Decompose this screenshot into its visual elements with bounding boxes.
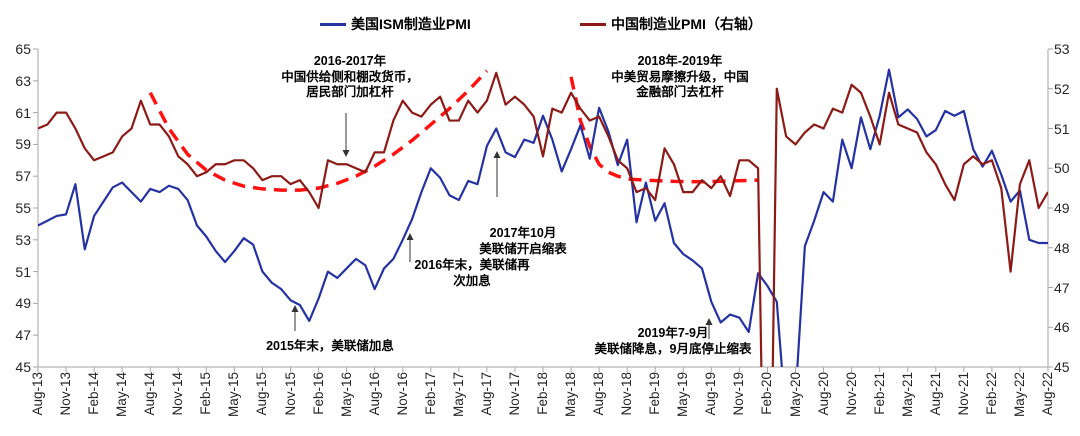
annotation-line: 2017年10月 — [489, 226, 557, 240]
arrowhead-icon — [342, 150, 350, 157]
x-axis-tick-label: May-21 — [899, 372, 915, 418]
chart-legend: 美国ISM制造业PMI 中国制造业PMI（右轴） — [0, 0, 1080, 34]
annotation-line: 2018年-2019年 — [637, 54, 723, 68]
x-axis-tick-label: Aug-15 — [254, 372, 270, 416]
us-series-swatch-icon — [320, 22, 346, 26]
x-axis-tick-label: Feb-21 — [871, 372, 887, 415]
annotation-arrows — [291, 113, 713, 339]
left-axis-tick-label: 45 — [15, 359, 31, 375]
arrowhead-icon — [291, 305, 299, 312]
right-axis-tick-label: 50 — [1054, 160, 1070, 177]
x-axis-tick-label: Aug-22 — [1040, 372, 1055, 416]
x-axis-tick-label: May-22 — [1011, 372, 1027, 418]
x-axis-tick-label: Feb-22 — [983, 372, 999, 415]
right-axis-tick-label: 49 — [1054, 200, 1070, 216]
china-pmi-trend-2014-2017 — [148, 69, 489, 192]
left-axis-tick-label: 59 — [15, 136, 31, 153]
x-axis-tick-label: Aug-13 — [30, 372, 45, 416]
annotation-5: 2015年末，美联储加息 — [180, 339, 480, 355]
arrowhead-icon — [493, 151, 501, 158]
arrowhead-icon — [705, 318, 713, 325]
annotation-line: 美联储开启缩表 — [479, 241, 567, 256]
china-series-swatch-icon — [580, 22, 606, 26]
x-axis-tick-label: May-20 — [787, 372, 803, 418]
annotation-line: 2016年末，美联储再 — [414, 258, 530, 272]
annotation-4: 2016年末，美联储再 次加息 — [322, 258, 622, 289]
annotation-line: 次加息 — [453, 273, 491, 288]
annotation-line: 中美贸易摩擦升级，中国 — [611, 69, 749, 84]
right-axis-tick-label: 52 — [1054, 80, 1070, 97]
right-axis-tick-label: 47 — [1054, 279, 1070, 296]
left-axis-tick-label: 57 — [15, 168, 31, 185]
x-axis-tick-label: Aug-16 — [366, 372, 382, 416]
x-axis-tick-label: Nov-19 — [731, 372, 747, 416]
x-axis-tick-label: Aug-20 — [815, 372, 831, 416]
x-axis-tick-label: Aug-14 — [142, 372, 158, 416]
x-axis-tick-label: Feb-15 — [198, 372, 214, 415]
china-pmi-trend-2018-2019 — [569, 76, 759, 184]
left-axis-tick-label: 53 — [15, 231, 31, 248]
x-axis-tick-label: May-16 — [338, 372, 354, 418]
right-axis-tick-label: 45 — [1054, 359, 1070, 375]
left-axis-tick-label: 47 — [15, 327, 31, 344]
arrowhead-icon — [406, 233, 414, 240]
x-axis-tick-label: Nov-13 — [58, 372, 74, 416]
annotation-line: 金融部门去杠杆 — [636, 85, 724, 99]
right-axis-tick-label: 46 — [1054, 319, 1070, 336]
x-axis-tick-label: Aug-18 — [591, 372, 607, 416]
annotation-line: 2016-2017年 — [313, 54, 387, 68]
us-ism-pmi-line — [38, 68, 1048, 367]
left-axis-tick-label: 55 — [15, 200, 31, 216]
right-axis-tick-label: 53 — [1054, 41, 1070, 57]
x-axis-tick-label: Nov-16 — [394, 372, 410, 416]
left-axis-tick-label: 49 — [15, 295, 31, 312]
series-lines — [38, 68, 1048, 367]
x-axis-tick-label: Feb-16 — [310, 372, 326, 415]
legend-item-us-ism-pmi: 美国ISM制造业PMI — [320, 14, 471, 34]
x-axis-tick-label: Nov-14 — [170, 372, 186, 416]
left-axis-tick-label: 63 — [15, 72, 31, 89]
x-axis-tick-label: Nov-21 — [955, 372, 971, 416]
x-axis-tick-label: Nov-20 — [843, 372, 859, 416]
x-axis-tick-label: Aug-17 — [478, 372, 494, 416]
annotation-line: 居民部门加杠杆 — [306, 85, 394, 99]
x-axis-tick-label: May-14 — [114, 372, 130, 418]
annotation-6: 2019年7-9月 美联储降息，9月底停止缩表 — [523, 326, 823, 357]
x-axis-tick-label: Feb-18 — [535, 372, 550, 415]
x-axis-tick-label: Feb-14 — [86, 372, 102, 415]
x-axis-tick-label: May-19 — [675, 372, 691, 418]
annotation-line: 2019年7-9月 — [637, 326, 709, 340]
x-axis-tick-label: Feb-20 — [759, 372, 775, 415]
x-axis-tick-label: May-18 — [563, 372, 579, 418]
left-axis-tick-label: 61 — [15, 104, 31, 121]
annotation-1: 2016-2017年 中国供给侧和棚改货币， 居民部门加杠杆 — [200, 54, 500, 101]
x-axis-tick-label: May-17 — [450, 372, 466, 418]
left-axis-tick-label: 51 — [15, 263, 31, 280]
x-axis-tick-label: Nov-18 — [619, 372, 635, 416]
china-pmi-line — [38, 71, 1048, 367]
legend-item-china-pmi: 中国制造业PMI（右轴） — [580, 14, 762, 34]
right-axis-tick-label: 48 — [1054, 239, 1070, 256]
x-axis-tick-label: May-15 — [226, 372, 242, 418]
x-axis-tick-label: Nov-17 — [506, 372, 522, 416]
legend-label-china: 中国制造业PMI（右轴） — [611, 16, 762, 32]
x-axis-tick-label: Feb-17 — [422, 372, 438, 415]
legend-label-us: 美国ISM制造业PMI — [351, 16, 471, 32]
x-axis-tick-label: Nov-15 — [282, 372, 298, 416]
x-axis-tick-label: Aug-21 — [927, 372, 943, 416]
annotation-line: 2015年末，美联储加息 — [266, 339, 394, 353]
right-axis-tick-label: 51 — [1054, 120, 1070, 137]
axes — [33, 48, 1053, 372]
x-axis-tick-label: Aug-19 — [703, 372, 719, 416]
annotation-3: 2017年10月 美联储开启缩表 — [373, 226, 673, 257]
left-axis-tick-label: 65 — [15, 41, 31, 57]
annotation-line: 中国供给侧和棚改货币， — [281, 69, 419, 84]
annotation-2: 2018年-2019年 中美贸易摩擦升级，中国 金融部门去杠杆 — [530, 54, 830, 101]
annotation-line: 美联储降息，9月底停止缩表 — [594, 341, 752, 356]
x-axis-tick-label: Feb-19 — [647, 372, 663, 415]
trend-lines — [148, 69, 759, 192]
